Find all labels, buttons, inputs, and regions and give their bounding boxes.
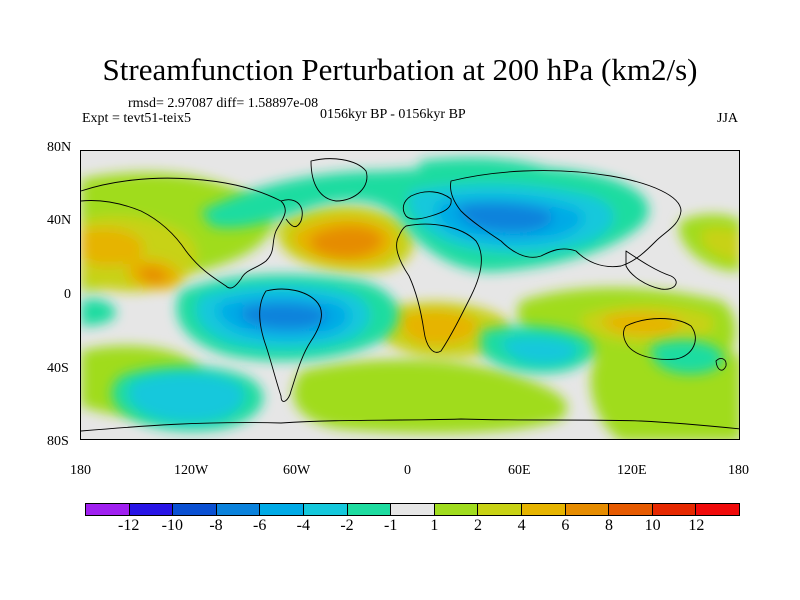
lon-tick-60w: 60W	[283, 463, 311, 478]
lon-tick-180e: 180	[728, 463, 749, 478]
europe-outline	[402, 191, 452, 220]
australia-outline	[623, 318, 696, 360]
colorbar-swatch	[303, 503, 348, 516]
colorbar-tick-label: -6	[252, 517, 267, 534]
colorbar-tick-label: 2	[474, 517, 482, 534]
colorbar-swatch	[129, 503, 174, 516]
colorbar-tick-label: -12	[117, 517, 140, 534]
lat-tick-40s: 40S	[47, 361, 69, 376]
lon-tick-180w: 180	[70, 463, 91, 478]
negative-anomaly-fields	[81, 157, 724, 432]
continent-outlines	[81, 158, 739, 432]
colorbar-tick-label: 10	[644, 517, 661, 534]
greenland-outline	[310, 158, 368, 202]
colorbar-tick-label: 6	[561, 517, 570, 534]
season-label: JJA	[717, 111, 739, 126]
colorbar-swatch	[521, 503, 566, 516]
lat-tick-80s: 80S	[47, 434, 69, 449]
lon-tick-120w: 120W	[174, 463, 209, 478]
colorbar-swatch	[260, 503, 304, 516]
lon-tick-120e: 120E	[617, 463, 647, 478]
colorbar-tick-label: 1	[430, 517, 439, 534]
colorbar-swatch	[696, 503, 740, 516]
colorbar-tick-label: -2	[340, 517, 354, 534]
colorbar-tick-label: -8	[209, 517, 223, 534]
chart-title: Streamfunction Perturbation at 200 hPa (…	[102, 52, 698, 87]
colorbar-swatch	[347, 503, 392, 516]
lat-tick-equator: 0	[64, 287, 71, 302]
colorbar-swatch	[85, 503, 130, 516]
lon-tick-60e: 60E	[508, 463, 531, 478]
experiment-label: Expt = tevt51-teix5	[82, 111, 191, 126]
lon-tick-0: 0	[404, 463, 411, 478]
colorbar-tick-label: 12	[688, 517, 705, 534]
colorbar-swatch	[216, 503, 261, 516]
colorbar-swatch	[391, 503, 435, 516]
colorbar-tick-label: -4	[296, 517, 310, 534]
asia-outline	[450, 170, 682, 268]
colorbar-swatch	[609, 503, 653, 516]
colorbar-swatch	[173, 503, 217, 516]
colorbar-tick-label: 4	[517, 517, 526, 534]
colorbar-swatch	[652, 503, 697, 516]
contour-map	[81, 151, 739, 439]
colorbar-swatch	[434, 503, 479, 516]
map-panel	[80, 150, 740, 440]
period-label: 0156kyr BP - 0156kyr BP	[320, 107, 466, 122]
maritime-continent-outline	[625, 250, 677, 290]
lat-tick-40n: 40N	[47, 213, 72, 228]
newfoundland-outline	[280, 199, 303, 228]
stats-line: rmsd= 2.97087 diff= 1.58897e-08	[128, 96, 319, 111]
colorbar-tick-label: -10	[161, 517, 183, 534]
antarctica-outline	[81, 418, 739, 432]
colorbar-swatch	[565, 503, 610, 516]
new-zealand-outline	[715, 358, 727, 371]
colorbar-tick-label: 8	[605, 517, 613, 534]
lat-tick-80n: 80N	[47, 140, 72, 155]
africa-outline	[396, 223, 482, 353]
colorbar-tick-label: -1	[383, 517, 398, 534]
north-america-outline	[81, 177, 286, 289]
south-america-outline	[259, 288, 322, 402]
colorbar	[85, 503, 740, 516]
colorbar-swatch	[478, 503, 522, 516]
